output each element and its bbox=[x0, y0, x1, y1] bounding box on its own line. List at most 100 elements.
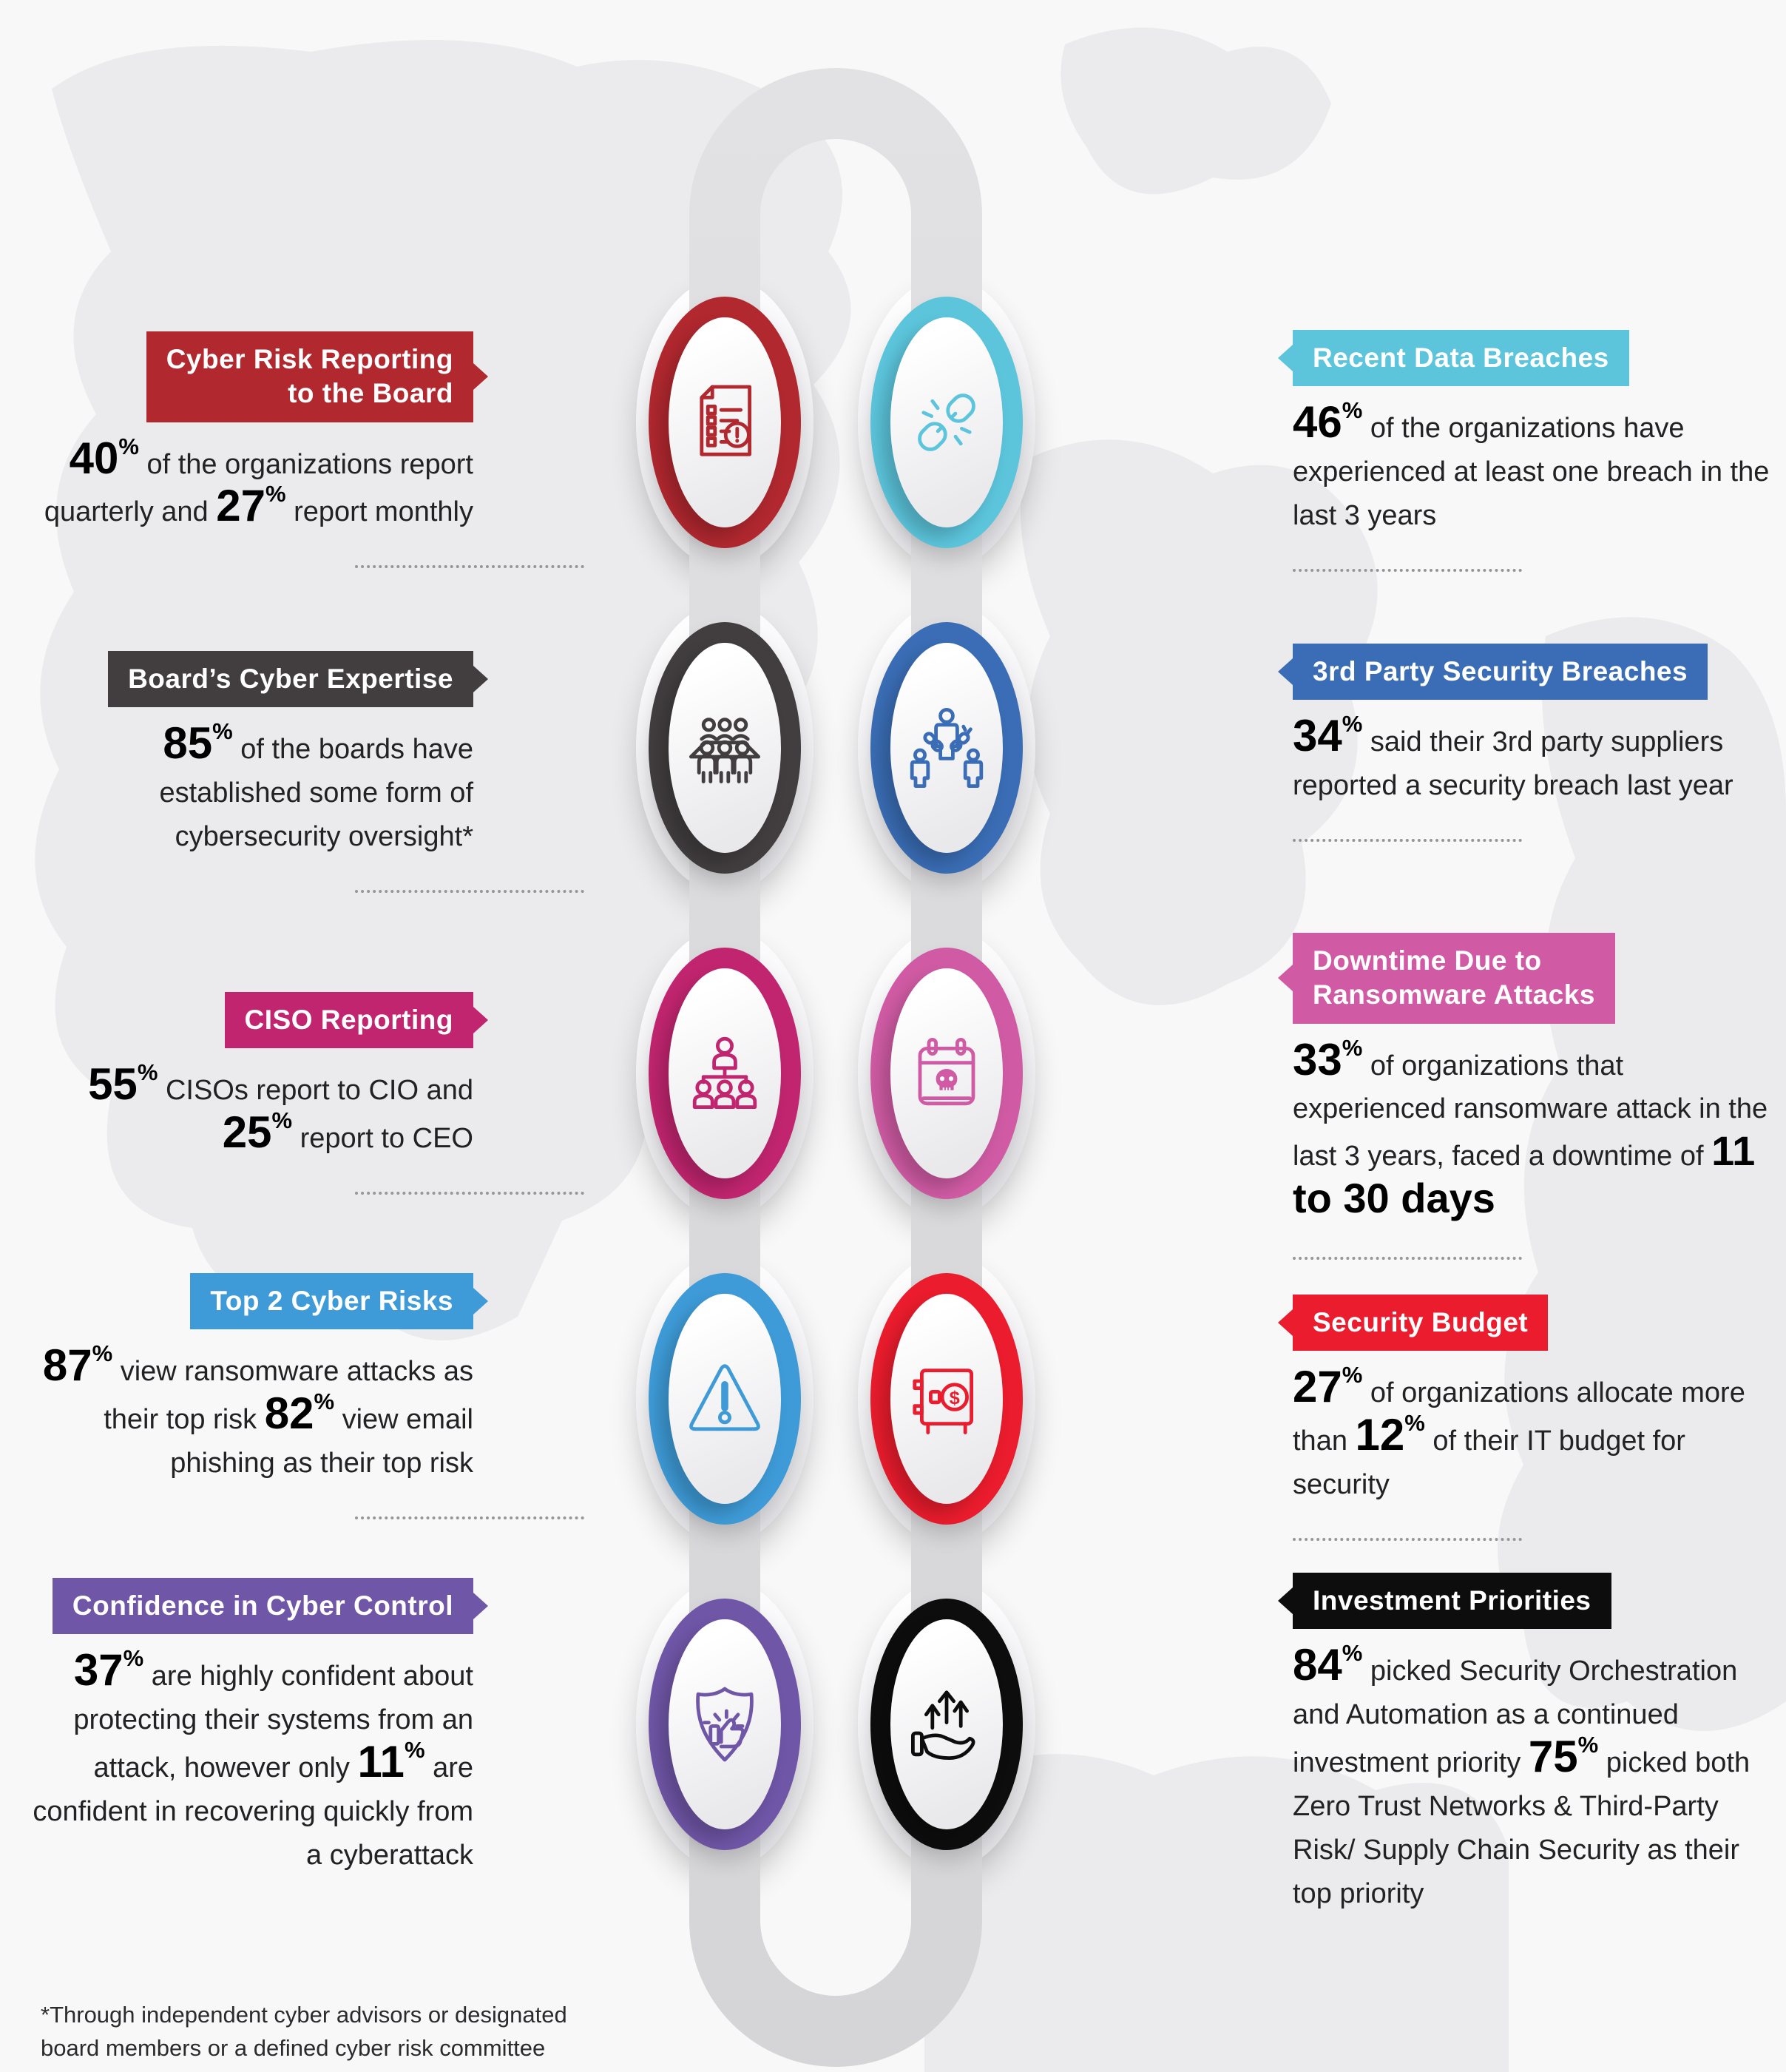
medallion-boards-cyber-expertise bbox=[636, 603, 813, 893]
stat-number: 55 bbox=[88, 1059, 138, 1110]
medallion-security-budget: $ bbox=[858, 1254, 1035, 1544]
medallion-face bbox=[890, 643, 1003, 853]
medallion-recent-data-breaches bbox=[858, 277, 1035, 567]
text-segment: % bbox=[137, 1059, 158, 1086]
section-top-2-cyber-risks: Top 2 Cyber Risks 87% view ransomware at… bbox=[30, 1273, 584, 1519]
text-segment: said their 3rd party suppliers reported … bbox=[1293, 726, 1733, 802]
text-segment: of the organizations have experienced at… bbox=[1293, 413, 1770, 532]
stat-number: 85 bbox=[163, 718, 213, 769]
section-banner: Board’s Cyber Expertise bbox=[108, 651, 473, 708]
section-body: 34% said their 3rd party suppliers repor… bbox=[1293, 712, 1781, 808]
text-segment: % bbox=[271, 1107, 293, 1134]
section-body: 37% are highly confident about protectin… bbox=[30, 1647, 473, 1877]
section-banner: Confidence in Cyber Control bbox=[52, 1578, 473, 1635]
dotted-divider bbox=[1293, 839, 1522, 843]
medallion-investment-priorities bbox=[858, 1579, 1035, 1869]
stat-number: 34 bbox=[1293, 711, 1342, 761]
section-body: 85% of the boards have established some … bbox=[30, 720, 473, 859]
section-banner: Recent Data Breaches bbox=[1293, 330, 1629, 387]
dotted-divider bbox=[355, 1192, 584, 1195]
section-body: 84% picked Security Orchestration and Au… bbox=[1293, 1641, 1781, 1915]
section-banner: Top 2 Cyber Risks bbox=[190, 1273, 473, 1330]
medallion-face: $ bbox=[890, 1294, 1003, 1504]
section-cyber-risk-reporting-to-the-board: Cyber Risk Reporting to the Board 40% of … bbox=[30, 331, 584, 569]
section-downtime-due-to-ransomware-attacks: Downtime Due to Ransomware Attacks 33% of… bbox=[1293, 933, 1781, 1261]
medallion-3rd-party-security-breaches bbox=[858, 603, 1035, 893]
section-banner: 3rd Party Security Breaches bbox=[1293, 644, 1708, 701]
text-segment: % bbox=[118, 433, 139, 459]
text-segment: view email phishing as their top risk bbox=[170, 1404, 473, 1479]
dotted-divider bbox=[1293, 1537, 1522, 1541]
dotted-divider bbox=[1293, 568, 1522, 572]
section-ciso-reporting: CISO Reporting 55% CISOs report to CIO a… bbox=[30, 992, 584, 1195]
text-segment: % bbox=[265, 481, 286, 507]
section-banner: CISO Reporting bbox=[224, 992, 473, 1049]
stat-number: 25 bbox=[222, 1107, 272, 1158]
text-segment: % bbox=[1342, 397, 1363, 424]
org-chart-icon bbox=[692, 1036, 757, 1109]
medallion-ciso-reporting bbox=[636, 928, 813, 1218]
medallion-face bbox=[669, 968, 781, 1178]
text-segment: % bbox=[1342, 1034, 1363, 1061]
board-meeting-icon bbox=[689, 718, 760, 783]
medallion-top-2-cyber-risks bbox=[636, 1254, 813, 1544]
stat-number: 40 bbox=[69, 433, 119, 483]
section-body: 55% CISOs report to CIO and 25% report t… bbox=[30, 1061, 473, 1161]
shield-thumbs-up-icon bbox=[696, 1687, 754, 1762]
section-banner: Cyber Risk Reporting to the Board bbox=[146, 331, 473, 422]
medallion-face bbox=[669, 317, 781, 527]
section-3rd-party-security-breaches: 3rd Party Security Breaches 34% said the… bbox=[1293, 644, 1781, 843]
text-segment: % bbox=[1577, 1732, 1599, 1758]
medallion-face bbox=[669, 1294, 781, 1504]
stat-number: 27 bbox=[1293, 1362, 1342, 1412]
svg-text:$: $ bbox=[950, 1388, 960, 1408]
text-segment: % bbox=[314, 1388, 335, 1415]
text-segment: are confident in recovering quickly from… bbox=[33, 1752, 473, 1871]
stat-number: 37 bbox=[73, 1645, 124, 1695]
medallion-cyber-risk-reporting bbox=[636, 277, 813, 567]
stat-number: 11 bbox=[357, 1737, 405, 1787]
text-segment: view ransomware attacks as their top ris… bbox=[104, 1356, 473, 1436]
medallion-face bbox=[669, 1619, 781, 1829]
text-segment: % bbox=[404, 1737, 425, 1764]
text-segment: of the boards have established some form… bbox=[159, 734, 473, 853]
text-segment: picked both Zero Trust Networks & Third-… bbox=[1293, 1747, 1751, 1909]
section-body: 33% of organizations that experienced ra… bbox=[1293, 1036, 1781, 1226]
section-banner: Investment Priorities bbox=[1293, 1573, 1611, 1630]
section-security-budget: Security Budget 27% of organizations all… bbox=[1293, 1295, 1781, 1541]
broken-chain-icon bbox=[918, 394, 975, 451]
dotted-divider bbox=[355, 565, 584, 569]
stat-number: 12 bbox=[1355, 1410, 1405, 1460]
section-recent-data-breaches: Recent Data Breaches 46% of the organiza… bbox=[1293, 330, 1781, 572]
third-party-chain-icon bbox=[910, 708, 984, 788]
stat-number: 46 bbox=[1293, 397, 1342, 448]
stat-number: 87 bbox=[42, 1340, 92, 1391]
section-banner: Downtime Due to Ransomware Attacks bbox=[1293, 933, 1615, 1024]
section-body: 87% view ransomware attacks as their top… bbox=[30, 1342, 473, 1485]
dotted-divider bbox=[355, 889, 584, 893]
text-segment: 11 to 30 days bbox=[1293, 1127, 1756, 1222]
section-banner: Security Budget bbox=[1293, 1295, 1549, 1351]
section-investment-priorities: Investment Priorities 84% picked Securit… bbox=[1293, 1573, 1781, 1916]
footnote: *Through independent cyber advisors or d… bbox=[41, 2002, 567, 2061]
section-confidence-in-cyber-control: Confidence in Cyber Control 37% are high… bbox=[30, 1578, 473, 1877]
stat-number: 84 bbox=[1293, 1640, 1342, 1690]
text-segment: % bbox=[212, 718, 233, 745]
text-segment: % bbox=[1404, 1410, 1425, 1437]
medallion-face bbox=[669, 643, 781, 853]
vault-icon: $ bbox=[913, 1369, 973, 1434]
text-segment: report monthly bbox=[285, 496, 473, 528]
stat-number: 27 bbox=[216, 481, 265, 531]
section-body: 40% of the organizations report quarterl… bbox=[30, 435, 473, 535]
text-segment: % bbox=[1342, 711, 1363, 738]
text-segment: picked Security Orchestration and Automa… bbox=[1293, 1656, 1738, 1779]
report-warning-icon bbox=[700, 385, 751, 456]
stat-number: 82 bbox=[264, 1388, 314, 1439]
text-segment: % bbox=[123, 1645, 144, 1672]
skull-calendar-icon bbox=[918, 1038, 975, 1106]
dotted-divider bbox=[355, 1516, 584, 1519]
dotted-divider bbox=[1293, 1257, 1522, 1261]
text-segment: of organizations allocate more than bbox=[1293, 1377, 1745, 1457]
warning-triangle-icon bbox=[689, 1364, 760, 1431]
